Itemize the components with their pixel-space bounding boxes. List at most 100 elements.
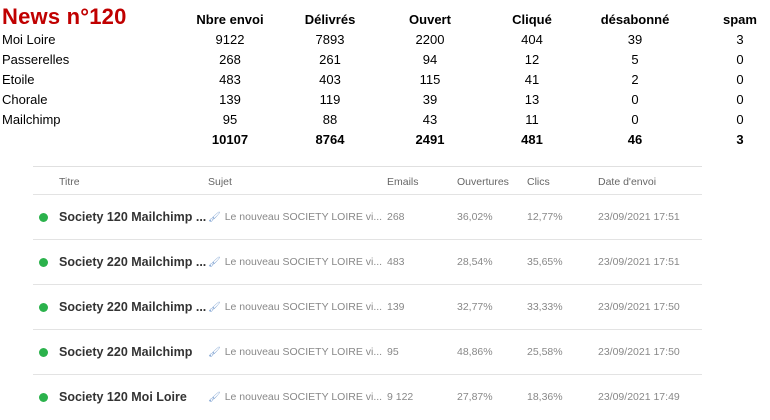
summary-totals-row: 10107 8764 2491 481 46 3 bbox=[0, 130, 770, 150]
row-sent: 95 bbox=[222, 112, 238, 127]
row-delivered: 88 bbox=[322, 112, 338, 127]
row-unsubscribed: 0 bbox=[631, 112, 639, 127]
campaign-emails: 95 bbox=[387, 346, 399, 358]
row-sent: 9122 bbox=[215, 32, 245, 47]
pin-icon: 🖌 bbox=[208, 212, 221, 223]
status-dot-icon bbox=[39, 213, 48, 222]
campaign-subject: 🖌 Le nouveau SOCIETY LOIRE vi... bbox=[208, 195, 382, 240]
summary-row: Etoile 483 403 115 41 2 0 bbox=[0, 70, 770, 90]
row-delivered: 261 bbox=[319, 52, 341, 67]
pin-icon: 🖌 bbox=[208, 392, 221, 403]
row-spam: 3 bbox=[736, 32, 744, 47]
campaign-emails: 139 bbox=[387, 301, 405, 313]
header-sent: Nbre envoi bbox=[196, 12, 264, 27]
campaign-row[interactable]: Society 220 Mailchimp 🖌 Le nouveau SOCIET… bbox=[33, 329, 702, 375]
campaign-title[interactable]: Society 220 Mailchimp ... bbox=[59, 255, 207, 269]
row-name: Passerelles bbox=[2, 52, 70, 67]
campaign-date: 23/09/2021 17:50 bbox=[598, 346, 680, 358]
row-unsubscribed: 2 bbox=[631, 72, 639, 87]
row-name: Chorale bbox=[2, 92, 48, 107]
campaign-row[interactable]: Society 220 Mailchimp ... 🖌 Le nouveau SO… bbox=[33, 284, 702, 330]
campaign-subject: 🖌 Le nouveau SOCIETY LOIRE vi... bbox=[208, 330, 382, 375]
campaign-row[interactable]: Society 120 Mailchimp ... 🖌 Le nouveau SO… bbox=[33, 194, 702, 240]
total-clicked: 481 bbox=[521, 132, 543, 147]
row-name: Etoile bbox=[2, 72, 35, 87]
row-unsubscribed: 0 bbox=[631, 92, 639, 107]
header-delivered: Délivrés bbox=[304, 12, 356, 27]
header-clicked: Cliqué bbox=[512, 12, 552, 27]
pin-icon: 🖌 bbox=[208, 302, 221, 313]
col-opens-header[interactable]: Ouvertures bbox=[457, 176, 509, 188]
row-clicked: 11 bbox=[525, 112, 539, 127]
row-spam: 0 bbox=[736, 112, 744, 127]
header-opened: Ouvert bbox=[409, 12, 451, 27]
campaign-emails: 483 bbox=[387, 256, 405, 268]
campaign-row[interactable]: Society 120 Moi Loire 🖌 Le nouveau SOCIET… bbox=[33, 374, 702, 420]
header-spam: spam bbox=[723, 12, 757, 27]
row-clicked: 13 bbox=[524, 92, 540, 107]
campaign-opens: 48,86% bbox=[457, 346, 493, 358]
campaign-date: 23/09/2021 17:51 bbox=[598, 211, 680, 223]
campaign-title[interactable]: Society 120 Moi Loire bbox=[59, 390, 187, 404]
row-opened: 2200 bbox=[415, 32, 445, 47]
col-emails-header[interactable]: Emails bbox=[387, 176, 419, 188]
col-date-header[interactable]: Date d'envoi bbox=[598, 176, 657, 188]
campaign-title[interactable]: Society 220 Mailchimp ... bbox=[59, 300, 207, 314]
status-dot-icon bbox=[39, 303, 48, 312]
summary-row: Moi Loire 9122 7893 2200 404 39 3 bbox=[0, 30, 770, 50]
row-unsubscribed: 39 bbox=[627, 32, 643, 47]
row-delivered: 7893 bbox=[315, 32, 345, 47]
col-subject-header[interactable]: Sujet bbox=[208, 176, 232, 188]
total-opened: 2491 bbox=[415, 132, 445, 147]
campaign-title[interactable]: Society 120 Mailchimp ... bbox=[59, 210, 207, 224]
summary-row: Passerelles 268 261 94 12 5 0 bbox=[0, 50, 770, 70]
campaign-opens: 28,54% bbox=[457, 256, 493, 268]
campaign-clicks: 33,33% bbox=[527, 301, 563, 313]
campaign-subject-text: Le nouveau SOCIETY LOIRE vi... bbox=[224, 211, 383, 223]
campaign-list-header: Titre Sujet Emails Ouvertures Clics Date… bbox=[33, 170, 702, 194]
newsletter-title: News n°120 bbox=[2, 4, 127, 29]
summary-row: Mailchimp 95 88 43 11 0 0 bbox=[0, 110, 770, 130]
campaign-opens: 36,02% bbox=[457, 211, 493, 223]
campaign-subject-text: Le nouveau SOCIETY LOIRE vi... bbox=[224, 346, 383, 358]
summary-row: Chorale 139 119 39 13 0 0 bbox=[0, 90, 770, 110]
row-clicked: 41 bbox=[524, 72, 540, 87]
campaign-date: 23/09/2021 17:50 bbox=[598, 301, 680, 313]
campaign-subject: 🖌 Le nouveau SOCIETY LOIRE vi... bbox=[208, 375, 382, 420]
status-dot-icon bbox=[39, 258, 48, 267]
row-delivered: 119 bbox=[319, 92, 341, 107]
row-unsubscribed: 5 bbox=[631, 52, 639, 67]
row-name: Mailchimp bbox=[2, 112, 61, 127]
campaign-emails: 9 122 bbox=[387, 391, 414, 403]
campaign-subject: 🖌 Le nouveau SOCIETY LOIRE vi... bbox=[208, 285, 382, 330]
total-spam: 3 bbox=[736, 132, 744, 147]
col-title-header[interactable]: Titre bbox=[59, 176, 80, 188]
pin-icon: 🖌 bbox=[208, 347, 221, 358]
row-opened: 94 bbox=[422, 52, 438, 67]
row-name: Moi Loire bbox=[2, 32, 56, 47]
row-delivered: 403 bbox=[319, 72, 341, 87]
row-clicked: 404 bbox=[521, 32, 543, 47]
campaign-clicks: 18,36% bbox=[527, 391, 563, 403]
col-clicks-header[interactable]: Clics bbox=[527, 176, 550, 188]
row-spam: 0 bbox=[736, 72, 744, 87]
status-dot-icon bbox=[39, 348, 48, 357]
row-clicked: 12 bbox=[524, 52, 540, 67]
campaign-subject-text: Le nouveau SOCIETY LOIRE vi... bbox=[224, 391, 383, 403]
campaign-subject-text: Le nouveau SOCIETY LOIRE vi... bbox=[224, 256, 383, 268]
row-sent: 483 bbox=[219, 72, 241, 87]
campaign-clicks: 35,65% bbox=[527, 256, 563, 268]
total-delivered: 8764 bbox=[315, 132, 345, 147]
status-dot-icon bbox=[39, 393, 48, 402]
row-sent: 268 bbox=[219, 52, 241, 67]
row-opened: 39 bbox=[422, 92, 438, 107]
summary-header-row: Nbre envoi Délivrés Ouvert Cliqué désabo… bbox=[0, 10, 770, 30]
campaign-opens: 27,87% bbox=[457, 391, 493, 403]
campaign-date: 23/09/2021 17:49 bbox=[598, 391, 680, 403]
total-unsubscribed: 46 bbox=[627, 132, 643, 147]
campaign-row[interactable]: Society 220 Mailchimp ... 🖌 Le nouveau SO… bbox=[33, 239, 702, 285]
campaign-title[interactable]: Society 220 Mailchimp bbox=[59, 345, 193, 359]
campaign-emails: 268 bbox=[387, 211, 405, 223]
row-sent: 139 bbox=[219, 92, 241, 107]
row-opened: 43 bbox=[422, 112, 438, 127]
